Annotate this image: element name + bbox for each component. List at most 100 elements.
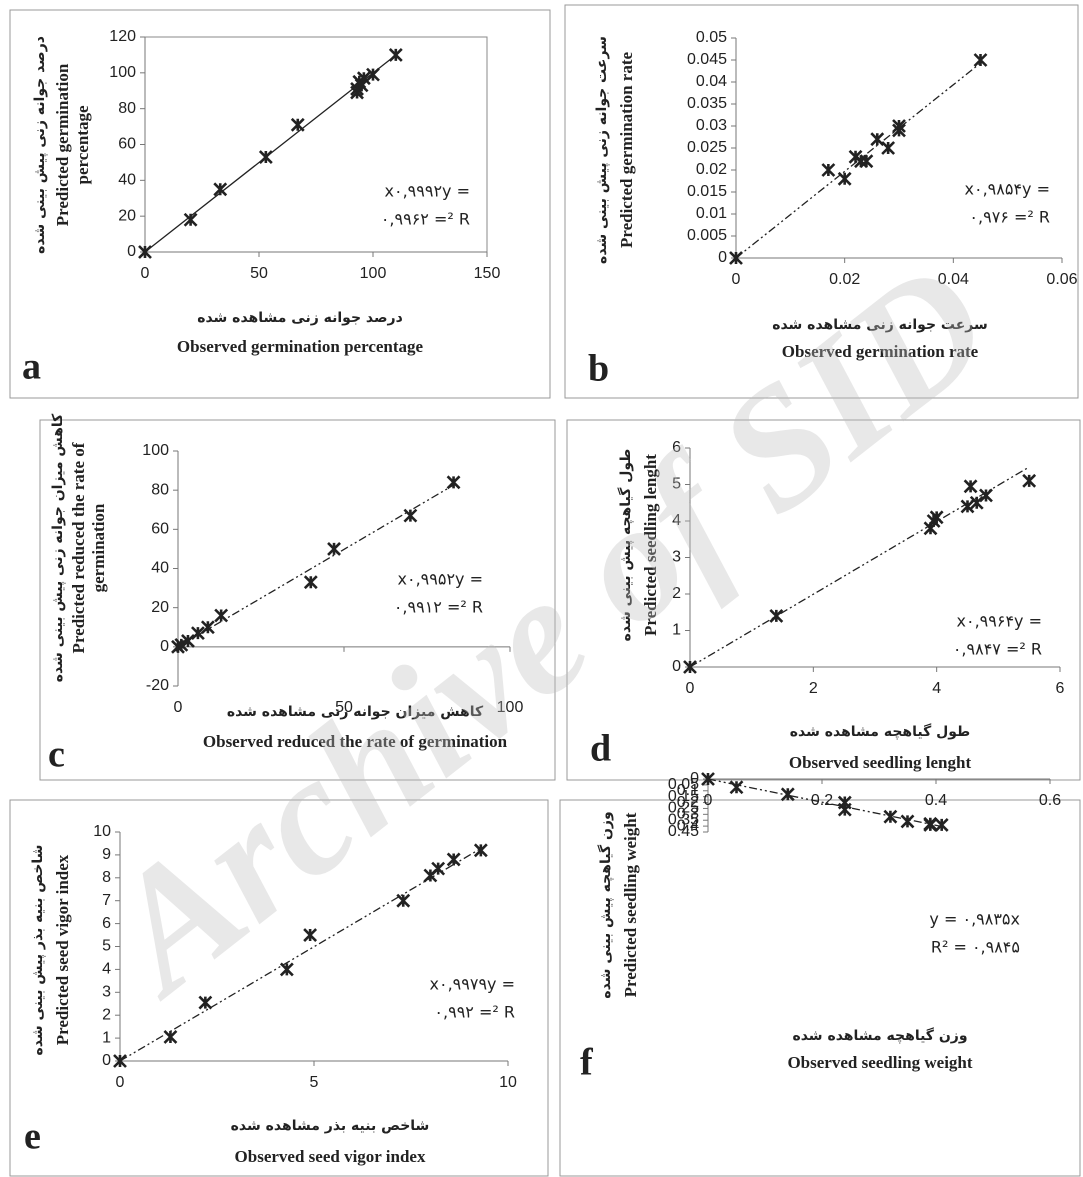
y-tick-label: 0.2 [677, 794, 699, 811]
data-point [258, 150, 273, 164]
y-tick-label: 1 [672, 622, 681, 639]
x-tick-label: 0.04 [938, 271, 969, 288]
y-tick-label: 2 [672, 585, 681, 602]
y-tick-label: 8 [102, 869, 111, 886]
trendline [119, 847, 482, 1062]
x-axis-title: سرعت جوانه زنی مشاهده شده [772, 317, 988, 333]
annotation: x۰,۹۹۹۲y = [385, 182, 470, 201]
y-tick-label: 6 [102, 915, 111, 932]
x-axis-title: شاخص بنیه بذر مشاهده شده [231, 1118, 430, 1134]
panel-border [559, 799, 1081, 1177]
y-tick-label: 0 [718, 249, 727, 266]
x-tick-label: 150 [474, 265, 501, 282]
x-tick-label: 0 [686, 680, 695, 697]
panel-label: d [590, 728, 611, 770]
data-point [446, 852, 461, 867]
y-axis-title: Predicted germination rate [617, 52, 636, 249]
data-point [279, 962, 294, 977]
y-axis-title: percentage [73, 105, 92, 184]
x-tick-label: 0 [732, 271, 741, 288]
y-tick-label: 7 [102, 892, 111, 909]
y-tick-label: 80 [118, 100, 136, 117]
data-point [780, 787, 795, 802]
data-point [290, 117, 305, 132]
data-point [837, 171, 852, 186]
y-tick-label: 0.02 [696, 161, 727, 178]
data-point [973, 53, 988, 67]
data-point [327, 541, 341, 556]
y-tick-label: 20 [151, 599, 169, 616]
y-tick-label: 5 [672, 476, 681, 493]
y-tick-label: 0.04 [696, 73, 727, 90]
y-tick-label: 120 [109, 28, 136, 45]
x-axis-title: Observed seed vigor index [235, 1147, 426, 1166]
data-point [859, 154, 874, 169]
y-axis-title: طول گیاهچه پیش بینی شده [617, 449, 634, 642]
data-point [174, 637, 189, 652]
x-tick-label: 0 [141, 265, 150, 282]
x-tick-label: 100 [360, 265, 387, 282]
data-point [163, 1030, 178, 1044]
data-point [446, 475, 461, 490]
x-axis-title: درصد جوانه زنی مشاهده شده [197, 310, 403, 326]
data-point [892, 119, 906, 133]
y-tick-label: 4 [672, 512, 681, 529]
y-tick-label: 40 [151, 560, 169, 577]
data-point [979, 488, 993, 503]
y-tick-label: 3 [672, 549, 681, 566]
data-point [388, 47, 403, 62]
x-tick-label: 4 [932, 680, 941, 697]
x-tick-label: 0.06 [1046, 271, 1077, 288]
y-axis-title: وزن گیاهچه پیش بینی شده [597, 811, 614, 998]
panel-border [9, 9, 551, 399]
y-tick-label: 0 [102, 1052, 111, 1069]
data-point [303, 575, 318, 590]
data-point [934, 818, 949, 832]
data-point [969, 495, 984, 510]
x-tick-label: 0 [704, 792, 713, 809]
y-tick-label: 0.25 [668, 800, 699, 817]
y-tick-label: 100 [142, 442, 169, 459]
data-point [191, 626, 205, 641]
panel-border [566, 419, 1081, 781]
y-tick-label: 0 [672, 658, 681, 675]
x-axis-title: کاهش میزان جوانه زنی مشاهده شده [227, 704, 484, 720]
x-axis-title: Observed germination rate [782, 342, 979, 361]
y-axis-title: سرعت جوانه زنی پیش بینی شده [594, 36, 610, 264]
y-axis-title: شاخص بنیه بذر پیش بینی شده [30, 845, 46, 1056]
annotation: x۰,۹۸۵۴y = [965, 180, 1050, 199]
y-axis-title: Predicted seedling lenght [641, 454, 660, 636]
annotation: x۰,۹۹۶۴y = [957, 612, 1042, 631]
y-tick-label: 5 [102, 938, 111, 955]
y-tick-label: 0.1 [677, 782, 699, 799]
data-point [870, 132, 885, 147]
data-point [183, 212, 198, 227]
data-point [303, 928, 318, 942]
x-axis-title: Observed germination percentage [177, 337, 424, 356]
x-tick-label: 100 [497, 699, 524, 716]
annotation: R² = ۰,۹۸۴۵ [931, 938, 1020, 957]
x-tick-label: 50 [250, 265, 268, 282]
x-axis-title: Observed seedling weight [787, 1053, 972, 1072]
x-tick-label: 2 [809, 680, 818, 697]
annotation: x۰,۹۹۵۲y = [398, 570, 483, 589]
x-tick-label: 0.02 [829, 271, 860, 288]
data-point [213, 182, 228, 197]
data-point [431, 861, 446, 876]
y-tick-label: 0.35 [668, 811, 699, 828]
y-tick-label: 60 [151, 521, 169, 538]
y-axis-title: germination [89, 503, 108, 592]
y-axis-title: Predicted seed vigor index [53, 854, 72, 1045]
data-point [138, 245, 152, 259]
y-tick-label: -20 [146, 677, 169, 694]
data-point [198, 995, 213, 1010]
annotation: ۰,۹۸۴۷ =² R [953, 640, 1042, 659]
data-point [729, 251, 743, 265]
y-tick-label: 80 [151, 481, 169, 498]
data-point [214, 608, 229, 623]
data-point [403, 508, 418, 523]
panel-label: f [580, 1042, 594, 1084]
data-point [354, 78, 369, 93]
y-tick-label: 1 [102, 1029, 111, 1046]
